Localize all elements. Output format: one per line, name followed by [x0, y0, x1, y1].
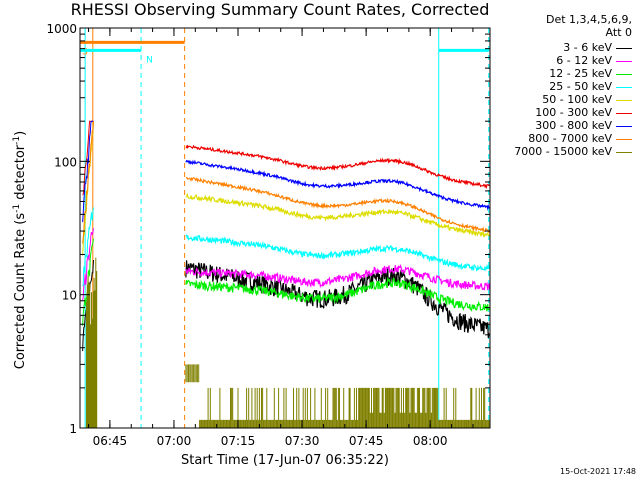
legend-detectors: Det 1,3,4,5,6,9, Att 0	[546, 13, 632, 39]
legend-item: 6 - 12 keV	[556, 54, 632, 67]
legend-item: 12 - 25 keV	[549, 67, 632, 80]
x-tick-label: 07:45	[349, 434, 384, 448]
flag-label-s: S	[82, 47, 88, 57]
series-line-1	[185, 264, 491, 291]
x-tick-label: 07:00	[157, 434, 192, 448]
legend-item-label: 25 - 50 keV	[549, 80, 612, 93]
legend-item-label: 7000 - 15000 keV	[514, 145, 612, 158]
x-tick-label: 06:45	[93, 434, 128, 448]
chart-title: RHESSI Observing Summary Count Rates, Co…	[70, 0, 490, 19]
y-tick-label: 1000	[46, 22, 77, 36]
legend-item-label: 12 - 25 keV	[549, 67, 612, 80]
x-tick-label: 07:30	[285, 434, 320, 448]
legend-item-label: 6 - 12 keV	[556, 54, 612, 67]
legend-item: 100 - 300 keV	[535, 106, 632, 119]
y-tick-label: 1	[69, 422, 77, 436]
series-line-2	[185, 276, 490, 312]
legend-swatch	[616, 138, 632, 140]
legend-item: 800 - 7000 keV	[528, 132, 632, 145]
series-line-3	[185, 234, 491, 272]
x-tick-label: 07:15	[221, 434, 256, 448]
series-line-0	[185, 260, 491, 339]
y-tick-label: 10	[62, 289, 77, 303]
legend-detectors-line1: Det 1,3,4,5,6,9,	[545, 13, 632, 26]
legend-attenuator: Att 0	[605, 26, 632, 39]
legend-swatch	[616, 112, 632, 114]
legend-swatch	[616, 60, 632, 62]
legend-swatch	[616, 125, 632, 127]
timestamp: 15-Oct-2021 17:48	[560, 467, 636, 476]
series-line-4	[185, 192, 491, 238]
series-line-5	[185, 144, 490, 190]
legend-item-label: 50 - 100 keV	[542, 93, 612, 106]
y-axis-title: Corrected Count Rate (s-1 detector-1)	[11, 130, 29, 370]
x-tick-label: 08:00	[413, 434, 448, 448]
legend-swatch	[616, 47, 632, 49]
series-line-7	[185, 176, 490, 233]
legend-swatch	[616, 99, 632, 101]
legend-item-label: 800 - 7000 keV	[528, 132, 612, 145]
series-line-8	[85, 257, 490, 428]
legend-item: 7000 - 15000 keV	[514, 145, 632, 158]
legend-item: 300 - 800 keV	[535, 119, 632, 132]
series-early-spike-1	[82, 228, 94, 301]
legend-item: 50 - 100 keV	[542, 93, 632, 106]
legend-item-label: 100 - 300 keV	[535, 106, 612, 119]
series-early-spike-7	[82, 121, 94, 244]
legend-item-label: 300 - 800 keV	[535, 119, 612, 132]
legend-swatch	[616, 151, 632, 153]
flag-label-n: N	[146, 55, 153, 65]
x-axis-title: Start Time (17-Jun-07 06:35:22)	[181, 453, 389, 468]
legend-item: 25 - 50 keV	[549, 80, 632, 93]
plot-frame	[79, 27, 491, 429]
legend-swatch	[616, 73, 632, 75]
legend-item-label: 3 - 6 keV	[563, 41, 612, 54]
legend-swatch	[616, 86, 632, 88]
series-line-6	[185, 159, 490, 211]
legend-item: 3 - 6 keV	[563, 41, 632, 54]
series-early-spike-3	[82, 207, 94, 287]
y-tick-label: 100	[54, 155, 77, 169]
